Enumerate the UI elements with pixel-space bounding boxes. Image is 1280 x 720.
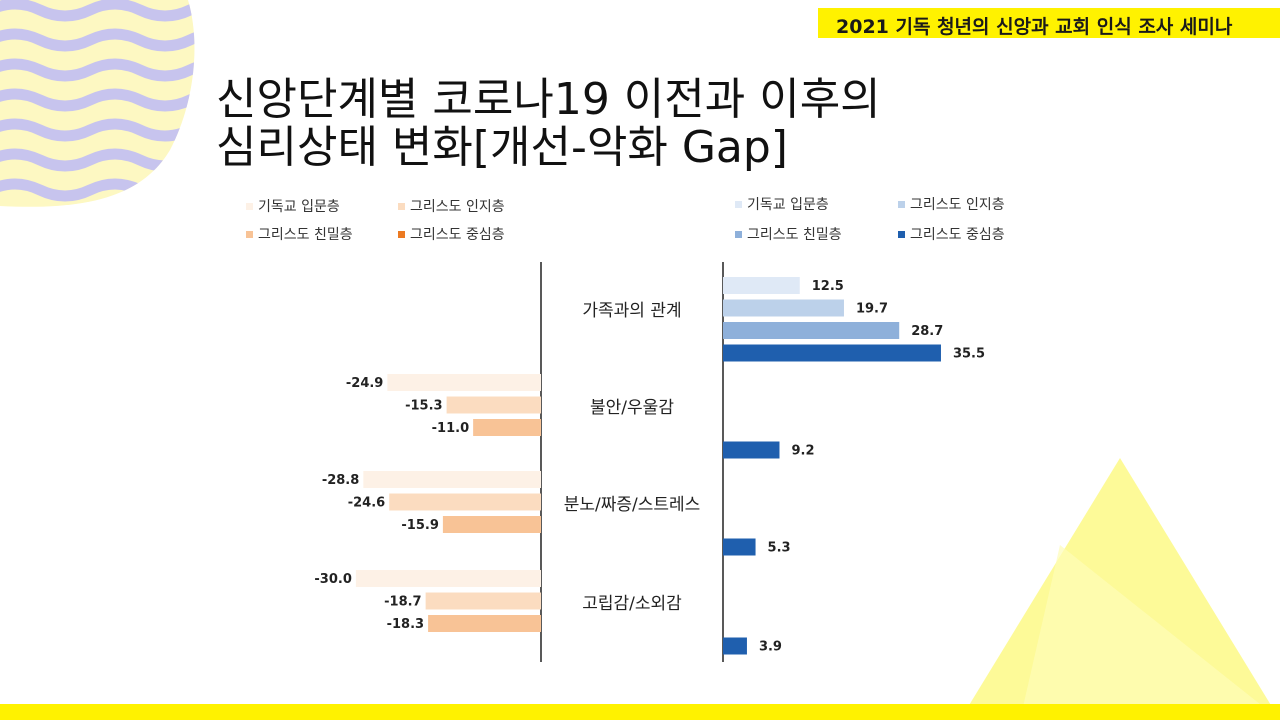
bar-s1-c2 xyxy=(389,493,541,511)
bar-s2-c1 xyxy=(473,419,541,436)
data-label-s0-c2: -28.8 xyxy=(322,473,359,488)
wave-line xyxy=(0,28,195,52)
bar-s0-c0 xyxy=(723,277,800,294)
page-title: 신앙단계별 코로나19 이전과 이후의 심리상태 변화[개선-악화 Gap] xyxy=(216,76,881,172)
page-title-line2: 심리상태 변화[개선-악화 Gap] xyxy=(216,122,788,173)
data-label-s3-c3: 3.9 xyxy=(759,640,782,655)
bar-s0-c2 xyxy=(363,471,541,488)
data-label-s0-c1: -24.9 xyxy=(346,376,383,391)
bar-s2-c0 xyxy=(723,322,900,339)
data-label-s1-c0: 19.7 xyxy=(856,302,888,317)
data-label-s3-c1: 9.2 xyxy=(791,444,814,459)
legend-label-right-3: 그리스도 중심층 xyxy=(910,227,1005,243)
legend-swatch-right-2 xyxy=(735,231,742,238)
bar-s2-c2 xyxy=(442,516,541,533)
bar-s3-c3 xyxy=(723,637,747,655)
data-label-s2-c3: -18.3 xyxy=(387,617,424,632)
legend-swatch-left-3 xyxy=(398,231,405,238)
legend-label-left-3: 그리스도 중심층 xyxy=(410,227,505,243)
legend-swatch-left-2 xyxy=(246,231,253,238)
data-label-s2-c0: 28.7 xyxy=(911,324,943,339)
data-label-s0-c3: -30.0 xyxy=(314,572,351,587)
bar-s3-c0 xyxy=(723,344,941,362)
legend-swatch-right-0 xyxy=(735,201,742,208)
bar-s1-c1 xyxy=(446,396,541,414)
bar-s0-c1 xyxy=(387,374,541,391)
legend-label-left-1: 그리스도 인지층 xyxy=(410,199,505,215)
bar-s0-c3 xyxy=(355,570,541,587)
category-label-1: 불안/우울감 xyxy=(590,398,674,418)
legend-label-right-2: 그리스도 친밀층 xyxy=(747,227,842,243)
legend-label-left-0: 기독교 입문층 xyxy=(258,199,340,215)
data-label-s1-c3: -18.7 xyxy=(384,595,421,610)
bottom-yellow-bar xyxy=(0,704,1280,720)
legend-swatch-right-1 xyxy=(898,201,905,208)
legend-label-right-0: 기독교 입문층 xyxy=(747,197,829,213)
bar-s3-c2 xyxy=(723,538,756,556)
bar-marks: 12.5 19.7 28.7 35.5 -24.9 -15.3 -11.0 9.2 -28.8 -… xyxy=(314,277,985,655)
data-label-s3-c2: 5.3 xyxy=(768,541,791,556)
legend-swatch-right-3 xyxy=(898,231,905,238)
legend-swatch-left-1 xyxy=(398,203,405,210)
bar-s1-c3 xyxy=(425,592,541,610)
data-label-s2-c1: -11.0 xyxy=(432,421,469,436)
category-label-0: 가족과의 관계 xyxy=(582,301,681,321)
legend-label-left-2: 그리스도 친밀층 xyxy=(258,227,353,243)
data-label-s2-c2: -15.9 xyxy=(401,518,438,533)
yellow-triangle-shape-light xyxy=(1020,545,1280,720)
data-label-s0-c0: 12.5 xyxy=(812,279,844,294)
data-label-s1-c1: -15.3 xyxy=(405,399,442,414)
header-badge xyxy=(818,8,1280,38)
bar-s1-c0 xyxy=(723,299,844,317)
category-label-3: 고립감/소외감 xyxy=(582,594,682,614)
data-label-s1-c2: -24.6 xyxy=(348,496,385,511)
category-label-2: 분노/짜증/스트레스 xyxy=(564,495,701,515)
yellow-blob-shape xyxy=(0,0,195,207)
bar-s2-c3 xyxy=(428,615,541,632)
legend-swatch-left-0 xyxy=(246,203,253,210)
page-title-line1: 신앙단계별 코로나19 이전과 이후의 xyxy=(216,74,881,125)
bar-s3-c1 xyxy=(723,441,780,459)
header-badge-text: 2021 기독 청년의 신앙과 교회 인식 조사 세미나 xyxy=(836,16,1233,38)
data-label-s3-c0: 35.5 xyxy=(953,347,985,362)
legend-label-right-1: 그리스도 인지층 xyxy=(910,197,1005,213)
